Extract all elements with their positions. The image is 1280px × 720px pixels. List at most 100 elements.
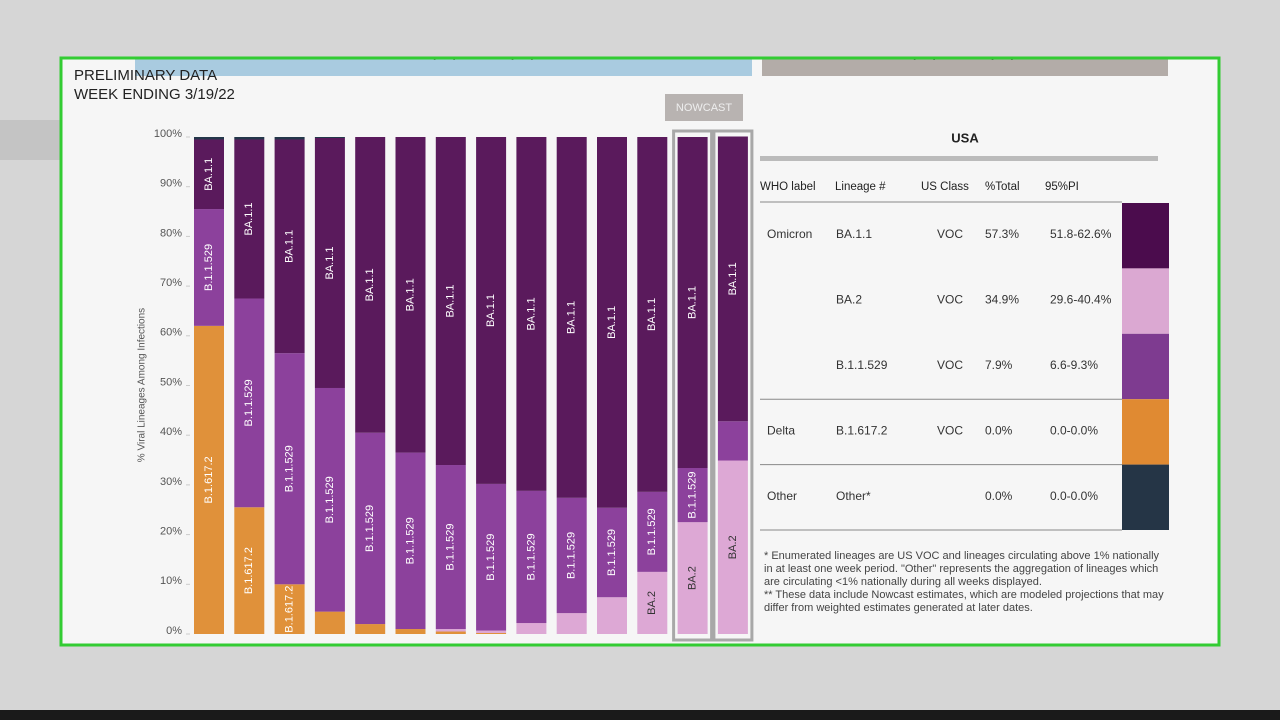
table-cell: VOC — [937, 358, 963, 372]
table-cell: BA.2 — [836, 293, 862, 307]
table-cell: VOC — [937, 227, 963, 241]
bar-segment — [717, 460, 748, 634]
y-tick-label: 0% — [166, 625, 182, 637]
table-cell: 7.9% — [985, 358, 1013, 372]
segment-label: B.1.1.529 — [566, 532, 578, 579]
bar-segment — [395, 137, 426, 453]
table-cell: B.1.1.529 — [836, 358, 888, 372]
color-swatch — [1122, 203, 1169, 269]
segment-label: B.1.1.529 — [203, 244, 215, 291]
bar-segment — [637, 571, 668, 634]
bar-segment — [355, 624, 386, 634]
bar-segment — [556, 137, 587, 498]
bar-segment — [677, 522, 708, 634]
bar-segment — [556, 613, 587, 634]
table-cell: 34.9% — [985, 293, 1019, 307]
overlay-text: PRELIMINARY DATA — [74, 67, 217, 84]
table-cell: Other* — [836, 489, 871, 503]
color-swatch — [1122, 268, 1169, 334]
bar-segment — [395, 452, 426, 630]
bar-segment — [314, 137, 345, 138]
bar-segment — [717, 421, 748, 461]
nowcast-tag: NOWCAST — [676, 102, 733, 114]
bar-segment — [677, 468, 708, 523]
y-tick-label: 100% — [154, 128, 182, 140]
segment-label: BA.1.1 — [606, 306, 618, 339]
bar-segment — [314, 611, 345, 634]
backdrop-block — [0, 120, 60, 160]
y-tick-label: 90% — [160, 178, 182, 190]
bar-segment — [476, 630, 507, 634]
segment-label: B.1.1.529 — [404, 517, 416, 564]
bar-segment — [274, 584, 305, 634]
segment-label: BA.1.1 — [485, 294, 497, 327]
table-cell: 57.3% — [985, 227, 1019, 241]
segment-label: BA.1.1 — [284, 230, 296, 263]
color-swatch — [1122, 399, 1169, 465]
segment-label: BA.1.1 — [646, 298, 658, 331]
panel-header: United States: 3/13/2022 – 3/19/2022 NOW… — [808, 47, 1123, 63]
table: USA WHO label Lineage # US Class %Total 95%PI… — [760, 130, 1169, 531]
segment-label: B.1.1.529 — [646, 508, 658, 555]
plot: 0% 10% 20% 30% 40% 50% 60% 70% 80% 90% 100% % Viral… — [137, 128, 754, 642]
table-cell: B.1.617.2 — [836, 423, 888, 437]
column-header: 95%PI — [1045, 181, 1079, 193]
bar-segment — [435, 137, 466, 466]
bar-segment — [274, 139, 305, 354]
table-rule — [760, 156, 1158, 161]
bar-segment — [516, 623, 547, 634]
bar-segment — [637, 137, 668, 492]
segment-label: BA.1.1 — [243, 202, 255, 235]
table-cell: 0.0-0.0% — [1050, 489, 1098, 503]
segment-label: B.1.1.529 — [485, 534, 497, 581]
bar-segment — [194, 139, 224, 210]
bar-segment — [597, 137, 627, 508]
y-axis-label: % Viral Lineages Among Infections — [137, 308, 148, 462]
bar-segment — [516, 137, 547, 491]
nowcast-frame — [712, 129, 754, 642]
y-tick-label: 30% — [160, 476, 182, 488]
segment-label: BA.1.1 — [404, 278, 416, 311]
table-cell: 6.6-9.3% — [1050, 358, 1098, 372]
table-cell: 0.0-0.0% — [1050, 423, 1098, 437]
color-swatch — [1122, 333, 1169, 400]
segment-label: BA.1.1 — [566, 301, 578, 334]
y-tick-label: 10% — [160, 575, 182, 587]
segment-label: BA.1.1 — [727, 262, 739, 295]
segment-label: BA.1.1 — [364, 268, 376, 301]
nowcast-frame — [672, 129, 714, 642]
bar-segment — [314, 387, 345, 612]
bar-segment — [355, 432, 386, 625]
bar-segment — [435, 631, 466, 634]
bar-segment — [194, 137, 224, 140]
y-tick-label: 50% — [160, 376, 182, 388]
segment-label: BA.1.1 — [445, 284, 457, 317]
segment-label: B.1.1.529 — [606, 529, 618, 576]
bar-segment — [476, 633, 507, 634]
bar-segment — [597, 507, 627, 598]
segment-label: B.1.1.529 — [525, 533, 537, 580]
bar-segment — [677, 137, 708, 469]
segment-label: B.1.617.2 — [203, 456, 215, 503]
segment-label: B.1.1.529 — [284, 445, 296, 492]
segment-label: B.1.1.529 — [687, 472, 699, 519]
column-header: WHO label — [760, 181, 816, 193]
table-cell: VOC — [937, 423, 963, 437]
picture: United States: 12/12/2021 – 3/19/2022 Un… — [62, 47, 1218, 644]
bar-segment — [314, 137, 345, 388]
bar-segment — [355, 137, 386, 433]
panel-header-bar — [135, 59, 752, 76]
table-cell: 0.0% — [985, 489, 1013, 503]
bar-segment — [516, 490, 547, 624]
table-cell: Delta — [767, 423, 795, 437]
segment-label: B.1.617.2 — [243, 547, 255, 594]
table-cell: Omicron — [767, 227, 812, 241]
panel-header-bar — [762, 59, 1168, 76]
bar-segment — [476, 483, 507, 631]
bar-segment — [234, 139, 265, 299]
nowcast-tag-bg — [665, 94, 743, 121]
segment-label: B.1.1.529 — [324, 476, 336, 523]
bar-segment — [274, 353, 305, 585]
